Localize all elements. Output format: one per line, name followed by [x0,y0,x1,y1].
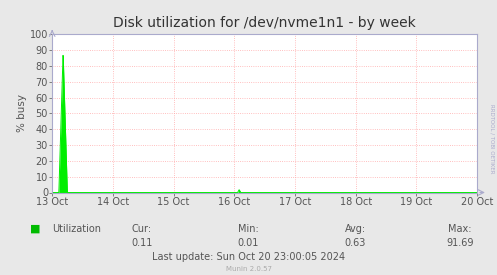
Text: Cur:: Cur: [132,224,152,234]
Text: 0.11: 0.11 [131,238,153,248]
Title: Disk utilization for /dev/nvme1n1 - by week: Disk utilization for /dev/nvme1n1 - by w… [113,16,416,31]
Text: 91.69: 91.69 [446,238,474,248]
Y-axis label: % busy: % busy [17,94,27,133]
Text: 0.01: 0.01 [238,238,259,248]
Text: Last update: Sun Oct 20 23:00:05 2024: Last update: Sun Oct 20 23:00:05 2024 [152,252,345,262]
Text: Utilization: Utilization [52,224,101,234]
Text: RRDTOOL / TOBI OETIKER: RRDTOOL / TOBI OETIKER [490,104,495,174]
Text: 0.63: 0.63 [344,238,366,248]
Text: ■: ■ [30,224,40,234]
Text: Avg:: Avg: [345,224,366,234]
Text: Max:: Max: [448,224,472,234]
Text: Min:: Min: [238,224,259,234]
Text: Munin 2.0.57: Munin 2.0.57 [226,266,271,272]
